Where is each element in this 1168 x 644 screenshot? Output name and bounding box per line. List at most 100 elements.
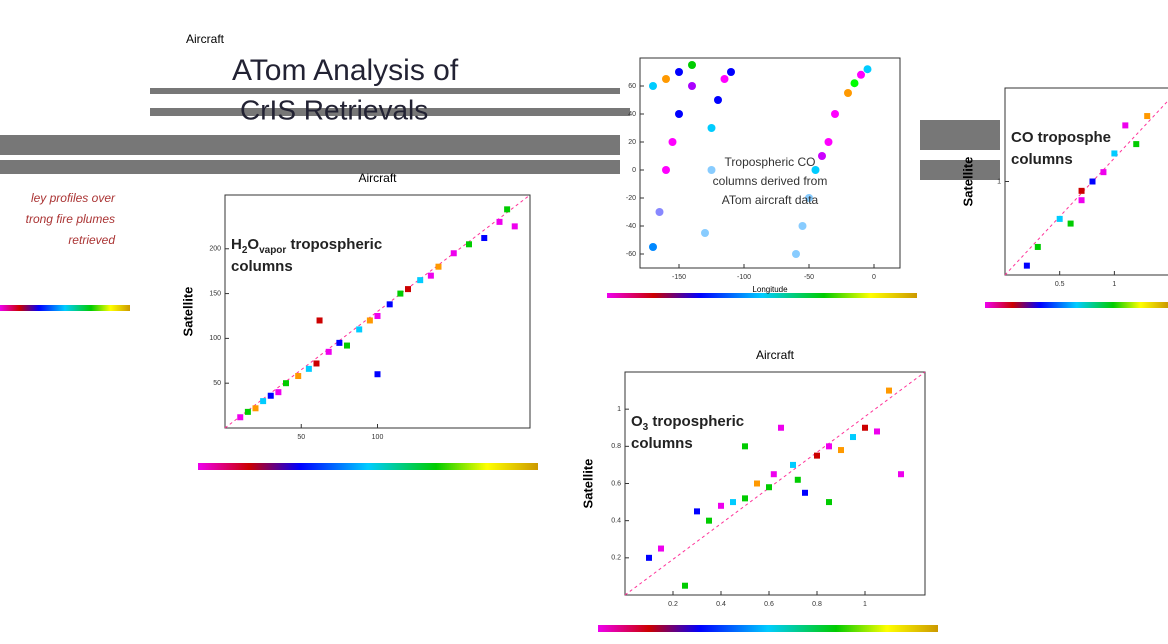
y-tick-label: -60: [626, 251, 636, 258]
y-tick-label: 0.2: [611, 555, 621, 562]
point: [778, 424, 784, 431]
point: [811, 166, 820, 174]
point: [1034, 243, 1041, 250]
point: [798, 222, 807, 230]
point: [496, 218, 503, 225]
fragment: retrieved: [68, 233, 115, 247]
colorbar: [198, 463, 538, 470]
point: [275, 389, 282, 396]
point: [649, 243, 657, 251]
y-label: Satellite: [580, 459, 595, 509]
point: [826, 443, 832, 450]
point: [316, 317, 323, 324]
y-tick-label: -20: [626, 195, 636, 202]
point: [805, 194, 813, 202]
point: [675, 110, 683, 118]
one-to-one: [224, 194, 531, 429]
plot-area: [1004, 87, 1168, 276]
colorbar: [598, 625, 938, 632]
point: [802, 489, 808, 496]
y-label: Satellite: [960, 157, 975, 207]
point: [862, 424, 868, 431]
point: [662, 75, 670, 83]
chart-title: columns: [631, 435, 693, 452]
artifacts: [0, 88, 1000, 210]
y-tick-label: 1: [617, 406, 621, 413]
point: [252, 405, 259, 412]
y-tick-label: 0.6: [611, 480, 621, 487]
point: [504, 206, 511, 213]
x-tick-label: 1: [863, 601, 867, 608]
x-label: Longitude: [752, 285, 788, 294]
point: [1133, 141, 1140, 148]
point: [718, 502, 724, 509]
point: [466, 241, 472, 248]
y-tick-label: -40: [626, 223, 636, 230]
point: [1111, 150, 1118, 157]
x-tick-label: 1: [1112, 281, 1116, 288]
chart-title: columns: [231, 258, 293, 275]
y-tick-label: 100: [209, 335, 221, 342]
point: [898, 471, 904, 478]
point: [720, 75, 729, 83]
point: [727, 68, 735, 76]
y-label: Satellite: [180, 287, 195, 337]
chart-title: CO troposphe: [1011, 129, 1111, 146]
point: [694, 508, 700, 515]
annotation: Tropospheric CO: [725, 155, 816, 169]
point: [374, 371, 381, 378]
point: [668, 138, 677, 146]
title-part: 2: [242, 245, 248, 256]
point: [857, 70, 865, 79]
point: [427, 272, 434, 279]
point: [305, 365, 312, 372]
point: [850, 79, 859, 88]
point: [770, 471, 777, 478]
point: [356, 326, 363, 333]
chart-title: H2Ovapor tropospheric: [231, 236, 382, 256]
colorbar: [0, 305, 130, 311]
point: [1023, 262, 1030, 269]
y-tick-label: 0.4: [611, 518, 621, 525]
point: [658, 545, 664, 552]
point: [863, 65, 872, 74]
point: [1122, 122, 1129, 129]
point: [313, 360, 320, 367]
y-tick-label: 60: [628, 83, 636, 90]
point: [374, 312, 381, 319]
point: [646, 554, 652, 561]
y-tick-label: 20: [628, 139, 636, 146]
point: [1089, 178, 1096, 185]
fragment: trong fire plumes: [26, 212, 115, 226]
point: [742, 443, 748, 450]
one-to-one: [624, 371, 926, 596]
point: [1056, 215, 1063, 222]
point: [814, 452, 820, 459]
point: [766, 484, 772, 491]
point: [706, 517, 712, 524]
point: [826, 499, 832, 506]
point: [267, 392, 274, 399]
point: [295, 373, 302, 380]
point: [707, 166, 716, 174]
y-tick-label: 1: [997, 178, 1001, 185]
y-tick-label: 150: [209, 290, 221, 297]
point: [714, 96, 722, 104]
point: [850, 434, 856, 441]
point: [260, 398, 267, 405]
point: [244, 408, 251, 415]
title-part: CO troposphe: [1011, 129, 1111, 146]
plot-area: [639, 57, 901, 269]
title: ATom Analysis of: [232, 54, 459, 87]
x-tick-label: 0: [872, 274, 876, 281]
title-part: 3: [643, 422, 649, 433]
title-part: tropospheric: [648, 413, 744, 430]
title: CrIS Retrievals: [240, 94, 428, 125]
x-tick-label: 100: [372, 434, 384, 441]
y-tick-label: 200: [209, 246, 221, 253]
chart-title: O3 tropospheric: [631, 413, 744, 433]
point: [794, 476, 801, 483]
fragment: ley profiles over: [31, 191, 116, 205]
point: [742, 495, 748, 502]
